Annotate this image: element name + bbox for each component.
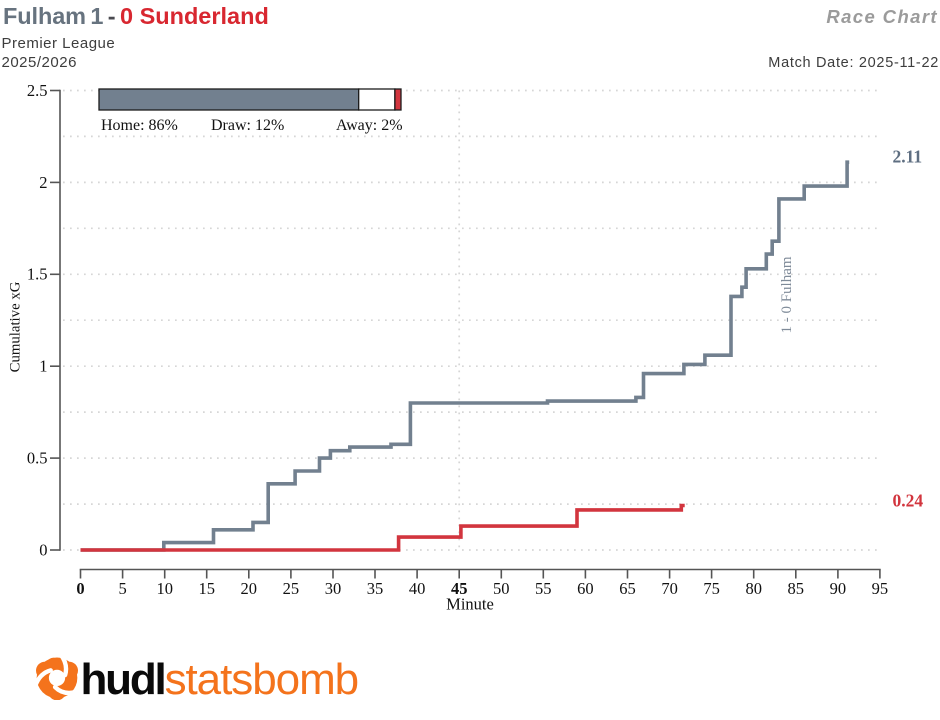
svg-text:65: 65 bbox=[619, 579, 636, 598]
svg-text:2.5: 2.5 bbox=[27, 81, 48, 100]
svg-text:0.24: 0.24 bbox=[893, 491, 924, 511]
svg-text:5: 5 bbox=[118, 579, 126, 598]
svg-text:Home: 86%: Home: 86% bbox=[101, 117, 178, 134]
svg-text:70: 70 bbox=[661, 579, 678, 598]
svg-text:0.5: 0.5 bbox=[27, 449, 48, 468]
svg-text:85: 85 bbox=[788, 579, 805, 598]
svg-text:Draw: 12%: Draw: 12% bbox=[211, 117, 284, 134]
svg-text:30: 30 bbox=[325, 579, 342, 598]
svg-text:40: 40 bbox=[409, 579, 426, 598]
svg-text:Cumulative xG: Cumulative xG bbox=[8, 281, 24, 372]
svg-text:10: 10 bbox=[156, 579, 173, 598]
svg-text:90: 90 bbox=[830, 579, 847, 598]
svg-text:0: 0 bbox=[76, 579, 84, 598]
svg-text:2.11: 2.11 bbox=[893, 147, 923, 167]
svg-text:55: 55 bbox=[535, 579, 552, 598]
svg-text:50: 50 bbox=[493, 579, 510, 598]
svg-text:25: 25 bbox=[283, 579, 300, 598]
svg-text:80: 80 bbox=[745, 579, 762, 598]
svg-text:Minute: Minute bbox=[446, 595, 494, 614]
svg-text:60: 60 bbox=[577, 579, 594, 598]
svg-text:2: 2 bbox=[39, 173, 47, 192]
svg-text:1: 1 bbox=[39, 357, 47, 376]
svg-text:95: 95 bbox=[872, 579, 889, 598]
svg-text:45: 45 bbox=[451, 579, 468, 598]
svg-text:1.5: 1.5 bbox=[27, 265, 48, 284]
svg-text:20: 20 bbox=[241, 579, 258, 598]
svg-text:35: 35 bbox=[367, 579, 384, 598]
svg-text:75: 75 bbox=[703, 579, 720, 598]
svg-text:0: 0 bbox=[39, 540, 47, 559]
svg-text:15: 15 bbox=[198, 579, 215, 598]
svg-text:1 - 0 Fulham: 1 - 0 Fulham bbox=[779, 256, 795, 333]
svg-text:Away: 2%: Away: 2% bbox=[336, 117, 403, 134]
